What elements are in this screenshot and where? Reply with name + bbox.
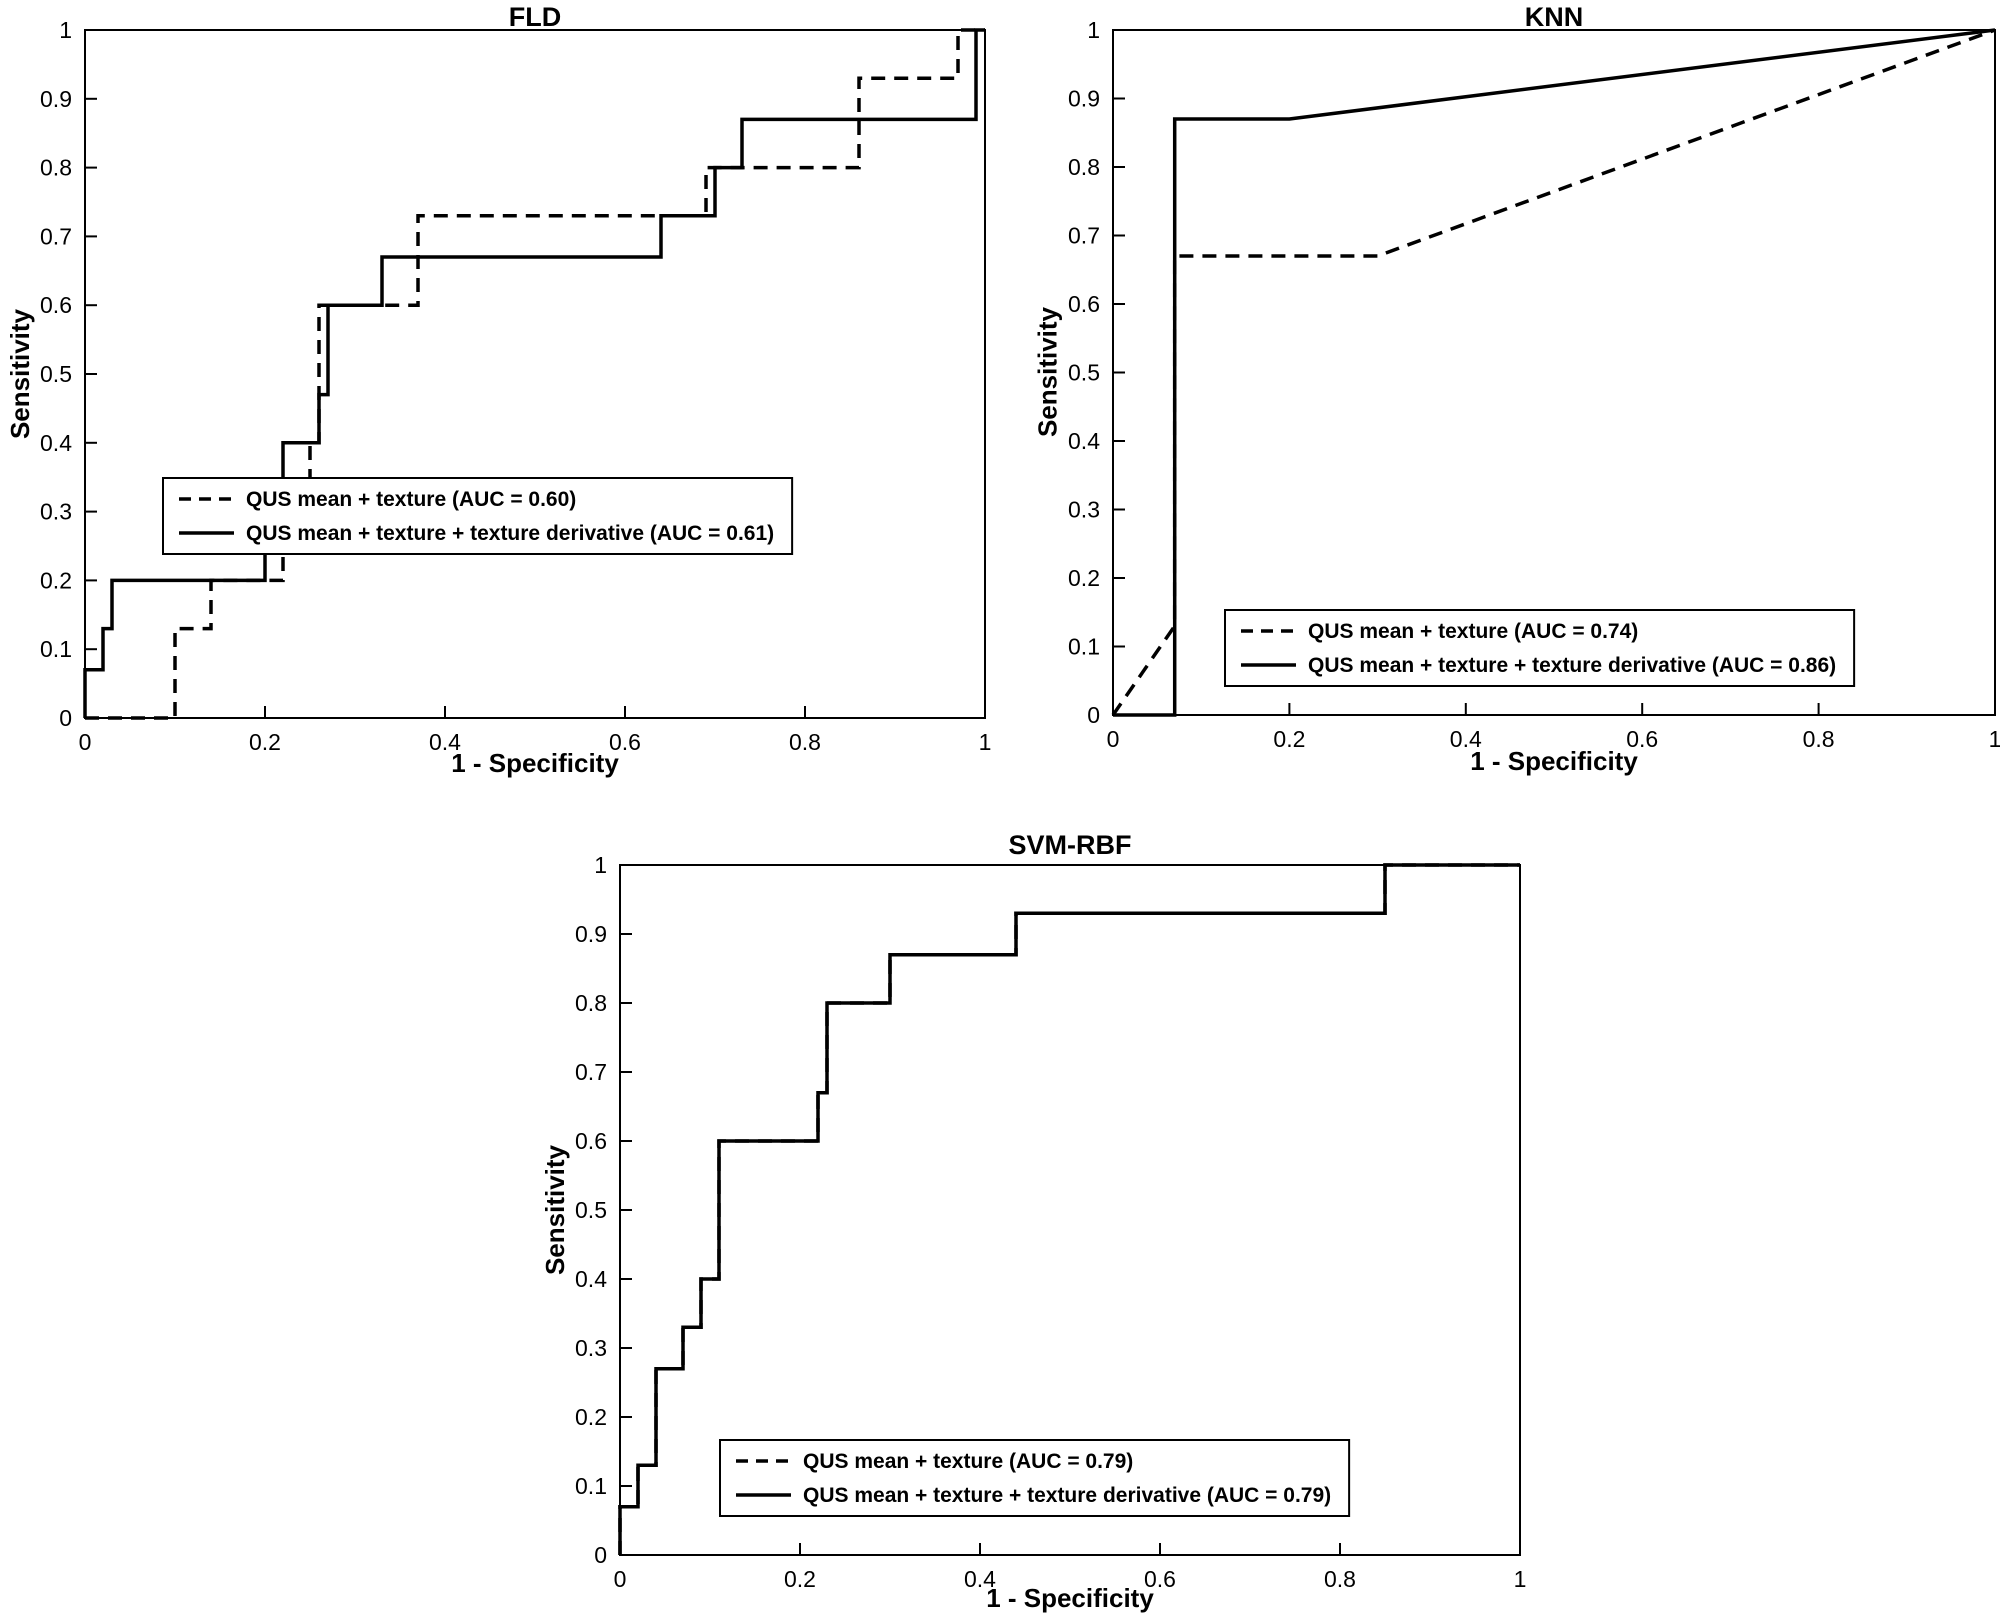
y-tick-label: 0 [59,705,72,731]
y-tick-label: 0 [1087,702,1100,728]
y-tick-label: 0.1 [40,636,72,662]
roc-curve-solid [618,863,1520,1555]
x-tick-label: 1 [1989,726,2000,752]
legend-box [719,1439,1351,1517]
y-tick-label: 0.8 [40,155,72,181]
y-tick-label: 0.2 [40,567,72,593]
legend-entry-label: QUS mean + texture (AUC = 0.74) [1308,620,1638,643]
x-tick-label: 0.8 [1324,1566,1356,1592]
x-tick-label: 0 [614,1566,627,1592]
y-tick-label: 0.2 [575,1404,607,1430]
x-tick-label: 0.6 [1626,726,1658,752]
axis-box [84,29,986,719]
x-tick-label: 0 [79,729,92,755]
legend-entry-label: QUS mean + texture (AUC = 0.79) [803,1450,1133,1473]
y-tick-label: 0.9 [1068,86,1100,112]
y-tick-label: 0.5 [1068,360,1100,386]
y-tick-label: 0.7 [1068,223,1100,249]
legend-entry-label: QUS mean + texture + texture derivative … [246,522,774,545]
y-tick-label: 0.3 [40,499,72,525]
y-tick-label: 0.4 [1068,428,1100,454]
y-tick-label: 0.6 [1068,291,1100,317]
y-tick-label: 0.3 [1068,497,1100,523]
y-tick-label: 0.4 [40,430,72,456]
x-tick-label: 0.4 [429,729,461,755]
y-tick-label: 0.3 [575,1335,607,1361]
roc-curve-solid [1113,28,1996,717]
axis-box [1112,29,1996,716]
roc-curve-dashed [85,28,985,720]
x-tick-label: 0.2 [1273,726,1305,752]
y-tick-label: 0.5 [40,361,72,387]
roc-curve-solid [83,28,985,718]
x-tick-label: 0 [1107,726,1120,752]
y-tick-label: 0.2 [1068,565,1100,591]
y-tick-label: 0.7 [575,1059,607,1085]
legend-box [1224,609,1856,687]
x-tick-label: 0.2 [784,1566,816,1592]
y-tick-label: 0 [594,1542,607,1568]
y-tick-label: 0.9 [575,921,607,947]
y-tick-label: 0.8 [1068,154,1100,180]
legend-entry-label: QUS mean + texture (AUC = 0.60) [246,488,576,511]
y-tick-label: 0.4 [575,1266,607,1292]
x-tick-label: 0.6 [1144,1566,1176,1592]
y-tick-label: 1 [594,852,607,878]
legend-entry-label: QUS mean + texture + texture derivative … [803,1484,1331,1507]
y-tick-label: 0.6 [40,292,72,318]
y-tick-label: 0.8 [575,990,607,1016]
x-tick-label: 0.8 [789,729,821,755]
x-tick-label: 0.2 [249,729,281,755]
y-tick-label: 0.6 [575,1128,607,1154]
y-tick-label: 0.1 [1068,634,1100,660]
x-tick-label: 0.4 [1450,726,1482,752]
x-tick-label: 0.8 [1803,726,1835,752]
x-tick-label: 0.6 [609,729,641,755]
x-tick-label: 0.4 [964,1566,996,1592]
y-tick-label: 0.5 [575,1197,607,1223]
y-tick-label: 0.9 [40,86,72,112]
y-tick-label: 1 [1087,17,1100,43]
y-tick-label: 0.1 [575,1473,607,1499]
y-tick-label: 1 [59,17,72,43]
x-tick-label: 1 [979,729,992,755]
legend-box [162,477,794,555]
y-tick-label: 0.7 [40,223,72,249]
x-tick-label: 1 [1514,1566,1527,1592]
roc-curve-dashed [1111,28,1996,716]
legend-entry-label: QUS mean + texture + texture derivative … [1308,654,1836,677]
